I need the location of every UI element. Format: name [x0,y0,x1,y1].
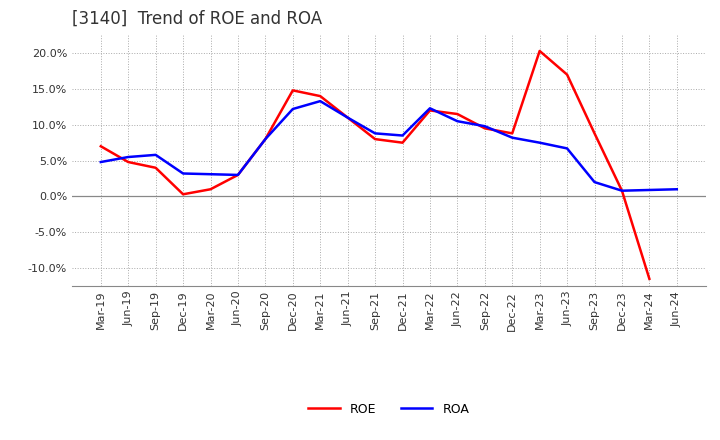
ROA [206,172,215,177]
ROA [672,187,681,192]
ROA [179,171,187,176]
ROE [645,276,654,282]
ROE [261,136,270,142]
ROA [508,135,516,140]
ROE [371,136,379,142]
ROE [453,111,462,117]
ROE [289,88,297,93]
ROA [618,188,626,193]
Line: ROE: ROE [101,51,649,279]
ROA [371,131,379,136]
ROA [96,159,105,165]
ROE [316,93,325,99]
ROA [536,140,544,145]
Line: ROA: ROA [101,101,677,191]
ROE [124,159,132,165]
ROE [398,140,407,145]
ROE [179,192,187,197]
ROE [96,143,105,149]
ROA [316,99,325,104]
ROA [426,106,434,111]
ROE [233,172,242,178]
ROA [563,146,572,151]
ROA [645,187,654,193]
ROE [206,187,215,192]
ROA [398,133,407,138]
ROE [563,72,572,77]
ROA [233,172,242,178]
Text: [3140]  Trend of ROE and ROA: [3140] Trend of ROE and ROA [72,10,322,28]
ROE [536,48,544,54]
Legend: ROE, ROA: ROE, ROA [303,398,474,421]
ROA [343,115,352,120]
ROE [426,108,434,113]
ROA [453,118,462,124]
ROE [343,115,352,120]
ROE [480,126,489,131]
ROA [289,106,297,112]
ROA [480,124,489,129]
ROA [590,180,599,185]
ROA [261,136,270,142]
ROE [590,131,599,136]
ROE [508,131,516,136]
ROE [151,165,160,170]
ROA [151,152,160,158]
ROE [618,188,626,193]
ROA [124,154,132,160]
